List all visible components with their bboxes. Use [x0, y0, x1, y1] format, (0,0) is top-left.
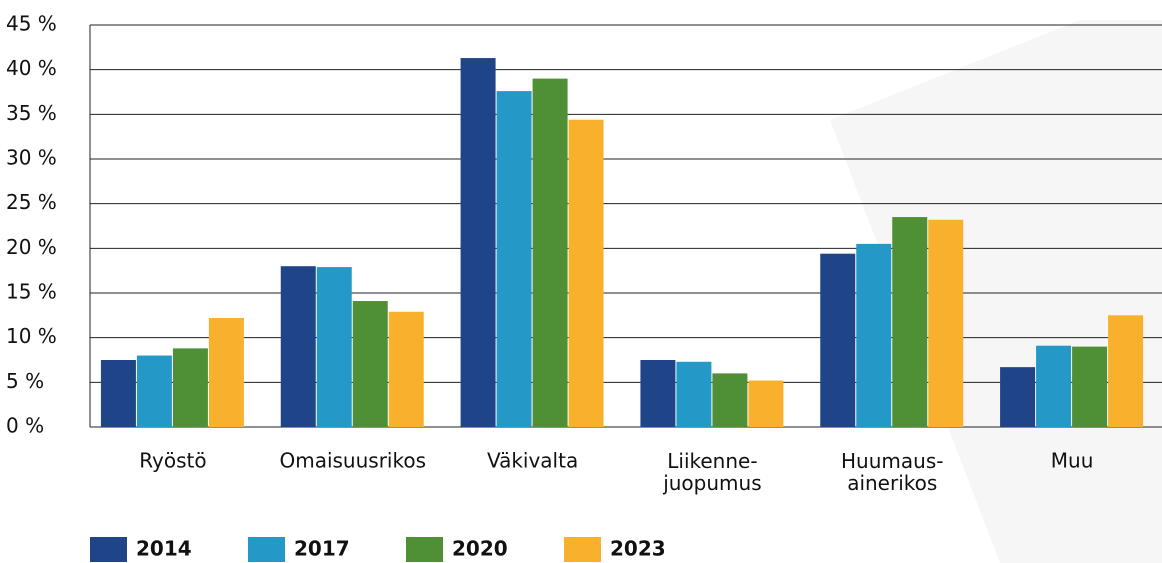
bar: [100, 360, 136, 427]
x-tick-label: Ryöstö: [139, 449, 206, 473]
y-tick-label: 5 %: [6, 369, 44, 393]
y-tick-label: 15 %: [6, 280, 57, 304]
bar: [640, 360, 676, 427]
y-tick-label: 10 %: [6, 324, 57, 348]
x-tick-label: Omaisuusrikos: [279, 449, 426, 473]
y-tick-label: 40 %: [6, 56, 57, 80]
y-tick-label: 45 %: [6, 12, 57, 36]
y-tick-label: 30 %: [6, 146, 57, 170]
legend-label: 2017: [294, 537, 350, 561]
bar: [1108, 315, 1144, 427]
x-tick-label: Muu: [1051, 449, 1094, 473]
bar: [928, 219, 964, 427]
bar: [280, 266, 316, 427]
x-tick-label: Liikenne-juopumus: [662, 449, 761, 495]
bar: [388, 311, 424, 427]
x-tick-label: Huumaus-ainerikos: [841, 449, 943, 495]
bar: [712, 373, 748, 427]
bar: [568, 119, 604, 428]
bar: [676, 361, 712, 427]
bar: [856, 243, 892, 427]
bar: [316, 267, 352, 427]
legend-swatch: [248, 537, 285, 562]
y-tick-label: 20 %: [6, 235, 57, 259]
legend-swatch: [564, 537, 601, 562]
bar: [820, 253, 856, 427]
legend-label: 2014: [136, 537, 192, 561]
x-tick-label: Väkivalta: [487, 449, 578, 473]
bar: [460, 58, 496, 427]
bar: [532, 78, 568, 427]
bar: [892, 217, 928, 427]
y-tick-label: 0 %: [6, 414, 44, 438]
y-tick-label: 35 %: [6, 101, 57, 125]
bar: [1036, 345, 1072, 427]
bar: [136, 355, 172, 427]
bar: [352, 301, 388, 427]
legend-swatch: [406, 537, 443, 562]
bar: [208, 318, 244, 427]
y-tick-label: 25 %: [6, 190, 57, 214]
bar: [1000, 367, 1036, 427]
bar: [172, 348, 208, 427]
legend-label: 2020: [452, 537, 508, 561]
bar: [1072, 346, 1108, 427]
bar: [748, 380, 784, 427]
legend-swatch: [90, 537, 127, 562]
legend-label: 2023: [610, 537, 666, 561]
bar: [496, 91, 532, 428]
